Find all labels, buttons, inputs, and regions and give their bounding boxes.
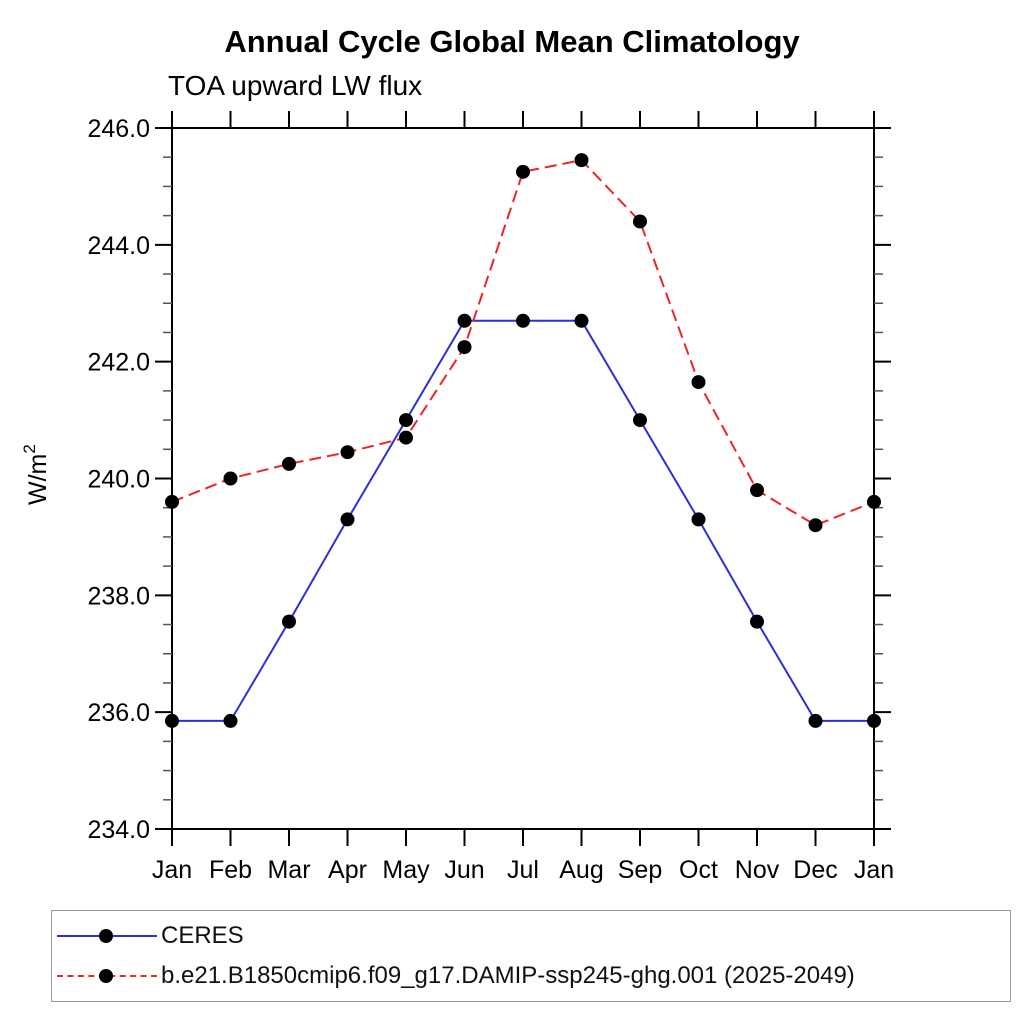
data-point-marker (691, 512, 706, 527)
data-point-marker (867, 713, 881, 728)
legend-box: CERES b.e21.B1850cmip6.f09_g17.DAMIP-ssp2… (51, 910, 1011, 1002)
x-axis-label: May (382, 856, 430, 884)
x-axis-label: Jan (152, 856, 192, 884)
data-point-marker (574, 153, 589, 168)
y-axis-label: 240.0 (87, 466, 150, 494)
data-point-marker (340, 445, 355, 460)
data-point-marker (516, 313, 530, 328)
y-axis-label: 238.0 (87, 582, 150, 610)
x-axis-label: Apr (328, 856, 367, 884)
data-point-marker (516, 164, 530, 179)
legend-label: CERES (161, 922, 244, 949)
x-axis-label: Jun (444, 856, 484, 884)
data-point-marker (282, 614, 296, 629)
data-point-marker (750, 483, 764, 498)
chart-title: Annual Cycle Global Mean Climatology (224, 24, 800, 59)
data-point-marker (633, 413, 647, 428)
y-axis-label: 234.0 (87, 816, 150, 844)
data-point-marker (750, 614, 764, 629)
y-axis-label: 246.0 (87, 115, 150, 143)
data-point-marker (457, 313, 472, 328)
y-axis-label: 236.0 (87, 699, 150, 727)
y-axis-label: 242.0 (87, 349, 150, 377)
legend-item: b.e21.B1850cmip6.f09_g17.DAMIP-ssp245-gh… (57, 961, 1010, 991)
x-axis-label: Aug (559, 856, 603, 884)
data-point-marker (574, 313, 589, 328)
x-axis-label: Jan (854, 856, 894, 884)
data-point-marker (867, 494, 881, 509)
x-axis-label: Mar (267, 856, 310, 884)
data-point-marker (399, 413, 413, 428)
marker-dot-icon (99, 929, 113, 943)
legend-item: CERES (57, 921, 1010, 951)
x-axis-label: Nov (735, 856, 780, 884)
data-point-marker (340, 512, 355, 527)
y-axis-title: W/m2 (20, 444, 52, 505)
legend-line-sample (57, 928, 157, 944)
data-point-marker (808, 518, 823, 533)
series-line (172, 319, 874, 722)
x-axis-label: Jul (507, 856, 539, 884)
data-point-marker (399, 430, 413, 445)
data-point-marker (282, 456, 296, 471)
x-axis-label: Feb (209, 856, 252, 884)
legend-label: b.e21.B1850cmip6.f09_g17.DAMIP-ssp245-gh… (161, 962, 855, 989)
y-axis-label: 244.0 (87, 232, 150, 260)
data-point-marker (633, 214, 647, 229)
data-point-marker (165, 494, 179, 509)
data-point-marker (165, 713, 179, 728)
x-axis-label: Dec (793, 856, 837, 884)
data-point-marker (457, 340, 472, 355)
data-point-marker (223, 713, 238, 728)
data-point-marker (223, 471, 238, 486)
chart-subtitle: TOA upward LW flux (168, 70, 423, 101)
series-line (171, 159, 875, 527)
marker-dot-icon (99, 969, 113, 983)
legend-line-sample (57, 968, 157, 984)
data-point-marker (691, 375, 706, 390)
x-axis-label: Sep (618, 856, 662, 884)
plot-frame (171, 127, 875, 830)
x-axis-label: Oct (679, 856, 718, 884)
data-point-marker (808, 713, 823, 728)
